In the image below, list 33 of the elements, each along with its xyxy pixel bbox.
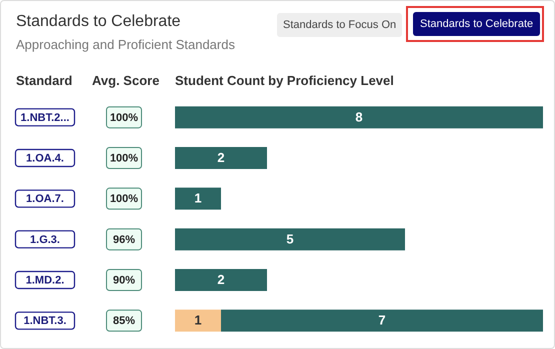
- text: 100%: [110, 193, 138, 206]
- data-label: 8: [355, 109, 363, 124]
- text: 90%: [112, 274, 136, 287]
- bar: [221, 310, 543, 332]
- chart-title: Standards to Celebrate: [16, 13, 181, 31]
- bar: [175, 188, 221, 210]
- text: Avg. Score: [92, 73, 160, 88]
- text: Standards to Focus On: [277, 13, 402, 37]
- data-label: 5: [286, 231, 294, 246]
- data-label: 2: [217, 150, 225, 166]
- x-axis-title: Student Count by Proficiency Level: [175, 73, 394, 88]
- y-tick-label: 1.MD.2.: [26, 274, 64, 287]
- y-tick-label: 1.G.3.: [30, 234, 60, 246]
- data-label: 1: [194, 312, 202, 328]
- data-label: 7: [378, 312, 386, 328]
- text: Standards to Celebrate: [413, 12, 540, 36]
- data-label: 1: [194, 190, 202, 206]
- data-label: 2: [217, 272, 225, 288]
- text: 100%: [110, 112, 138, 124]
- y-tick-label: 1.NBT.3.: [24, 315, 66, 328]
- y-tick-label: 1.NBT.2...: [20, 112, 70, 124]
- y-tick-label: 1.OA.4.: [26, 152, 64, 165]
- bar: [175, 310, 221, 332]
- text: 96%: [112, 234, 136, 246]
- y-axis-title: Standard: [16, 73, 72, 88]
- text: 100%: [110, 152, 138, 165]
- text: 85%: [112, 315, 136, 328]
- bar: [175, 106, 543, 128]
- bar: [175, 147, 267, 169]
- bar: [175, 269, 267, 291]
- chart-subtitle: Approaching and Proficient Standards: [16, 37, 235, 52]
- y-tick-label: 1.OA.7.: [26, 193, 64, 206]
- bar: [175, 228, 405, 250]
